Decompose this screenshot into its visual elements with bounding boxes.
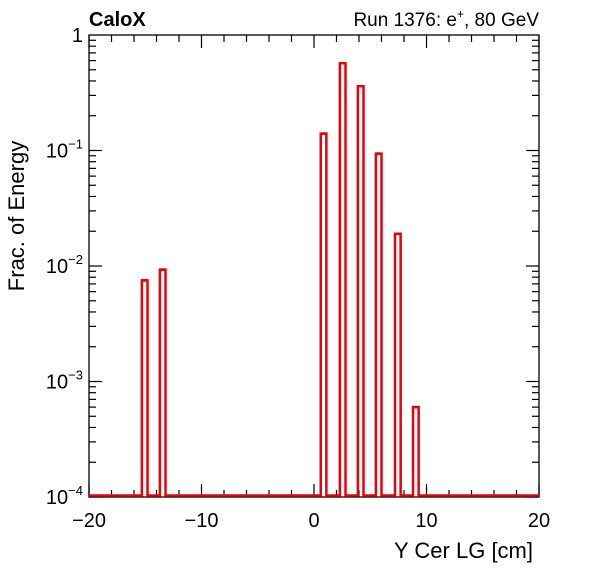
x-tick-label: 10	[415, 510, 437, 532]
y-axis-title: Frac. of Energy	[4, 141, 29, 291]
x-tick-label: 20	[528, 510, 550, 532]
chart-header-right: Run 1376: e+, 80 GeV	[353, 7, 539, 31]
y-tick-base: 10	[46, 141, 68, 163]
y-tick-exponent: −1	[68, 137, 83, 152]
y-tick-label: 10−2	[46, 252, 83, 278]
y-tick-exponent: −2	[68, 252, 83, 267]
y-tick-label: 10−4	[46, 483, 83, 509]
run-energy: , 80 GeV	[464, 10, 539, 31]
y-axis-ticks: 110−110−210−310−4	[46, 25, 539, 509]
y-tick-base: 10	[46, 487, 68, 509]
particle-charge: +	[457, 7, 464, 21]
y-tick-base: 1	[72, 25, 83, 47]
y-tick-exponent: −4	[68, 483, 83, 498]
chart-header-left: CaloX	[89, 9, 146, 31]
y-tick-exponent: −3	[68, 368, 83, 383]
x-tick-label: 0	[308, 510, 319, 532]
histogram-bins	[141, 61, 419, 409]
y-tick-label: 1	[72, 25, 83, 47]
run-label: Run 1376: e	[353, 10, 457, 31]
plot-frame	[88, 34, 540, 498]
x-axis-ticks: −20 −10 0 10 20	[72, 35, 550, 532]
x-tick-label: −10	[185, 510, 219, 532]
y-tick-base: 10	[46, 256, 68, 278]
y-tick-base: 10	[46, 372, 68, 394]
y-tick-label: 10−1	[46, 137, 83, 163]
histogram-series-line	[89, 61, 539, 497]
y-tick-label: 10−3	[46, 368, 83, 394]
x-tick-label: −20	[72, 510, 106, 532]
x-axis-title: Y Cer LG [cm]	[394, 538, 533, 563]
